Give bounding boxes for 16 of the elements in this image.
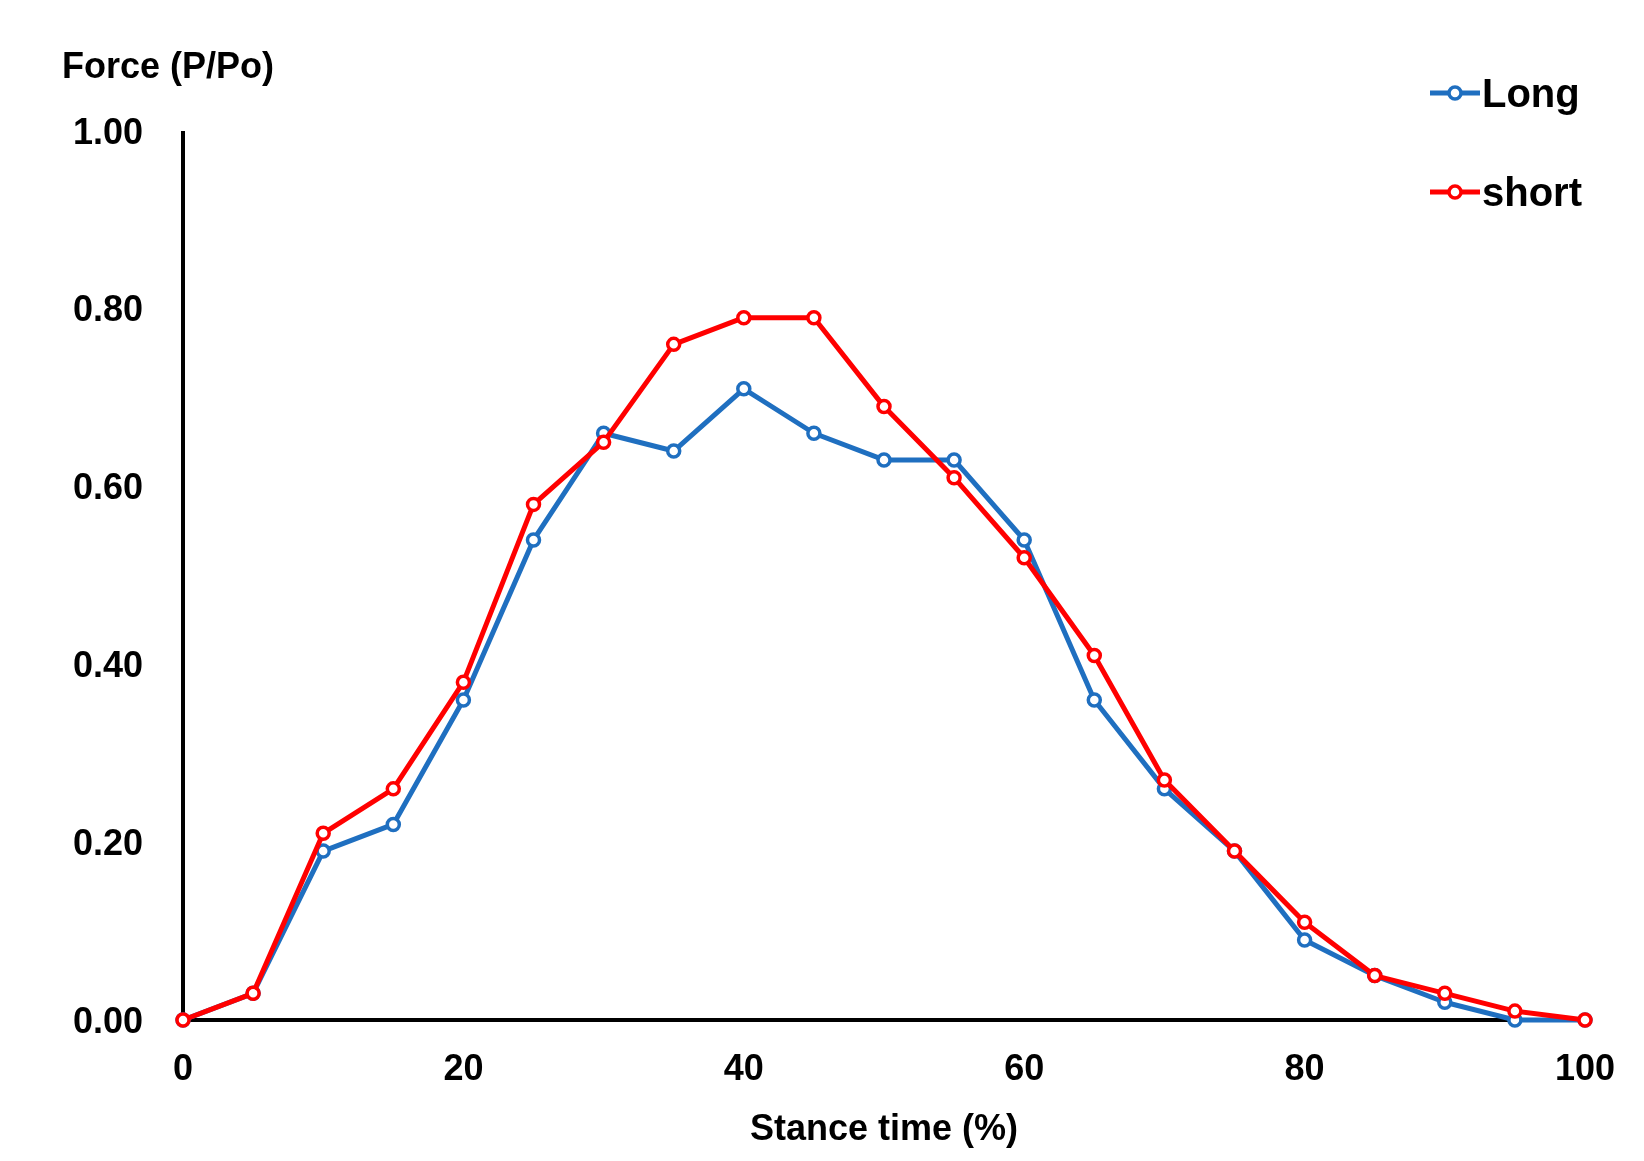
x-tick-label: 20 [443, 1047, 484, 1088]
y-axis-title: Force (P/Po) [62, 45, 275, 86]
legend-label: short [1482, 170, 1582, 214]
x-tick-label: 100 [1554, 1047, 1616, 1088]
x-axis-title: Stance time (%) [749, 1107, 1019, 1148]
y-tick-label: 0.80 [72, 288, 143, 330]
x-tick-label: 80 [1284, 1047, 1325, 1088]
y-tick-label: 0.60 [72, 466, 143, 508]
y-tick-label: 0.20 [72, 821, 143, 863]
legend-label: Long [1482, 71, 1580, 115]
x-tick-label: 40 [723, 1047, 764, 1088]
x-tick-label: 60 [1004, 1047, 1045, 1088]
y-tick-label: 1.00 [72, 110, 143, 152]
y-tick-label: 0.40 [72, 644, 143, 685]
x-tick-label: 0 [172, 1047, 194, 1088]
y-tick-label: 0.00 [72, 999, 143, 1041]
